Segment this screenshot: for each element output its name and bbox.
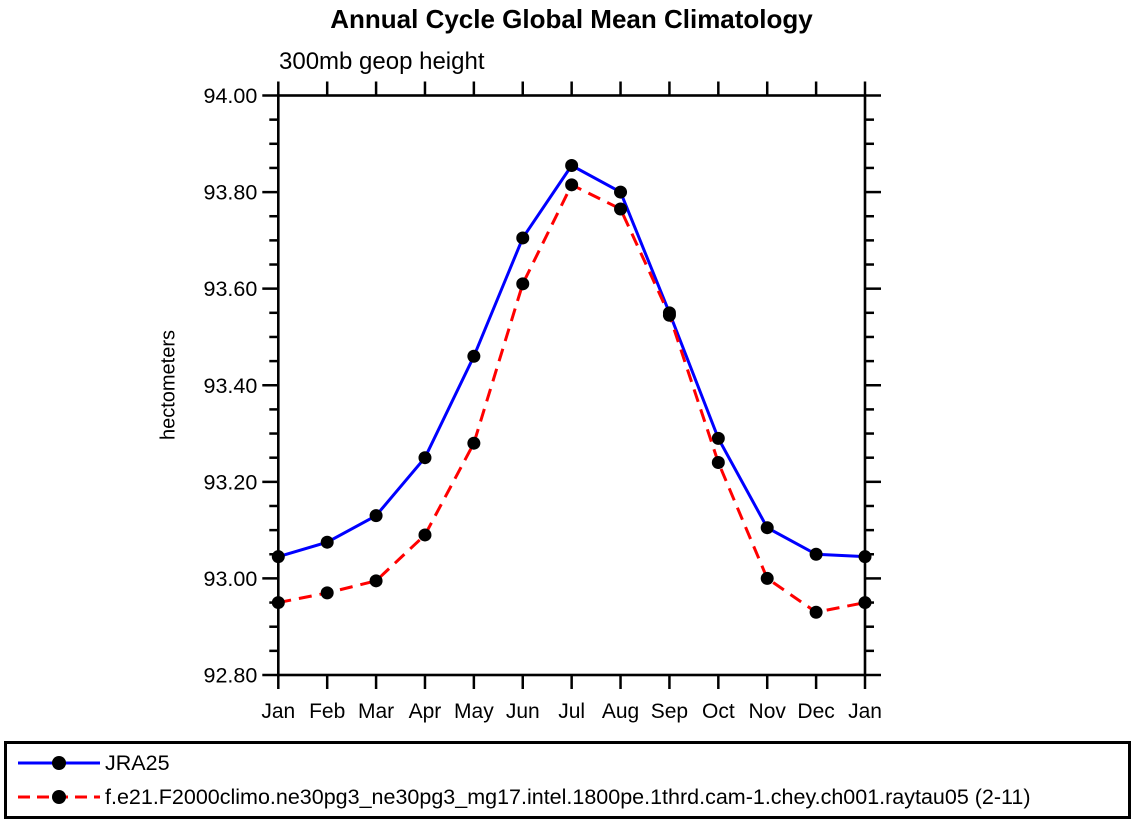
chart-title: Annual Cycle Global Mean Climatology — [330, 4, 813, 34]
model-line — [278, 182, 866, 614]
model-data-point — [760, 571, 774, 585]
y-tick-label: 92.80 — [203, 664, 257, 688]
jra25-data-point — [418, 451, 432, 465]
y-tick-label: 93.80 — [203, 181, 257, 205]
model-data-point — [809, 605, 823, 619]
y-tick-label: 94.00 — [203, 84, 257, 108]
chart-subtitle: 300mb geop height — [279, 48, 485, 75]
model-data-point — [369, 574, 383, 588]
jra25-data-point — [858, 550, 872, 564]
jra25-line — [277, 163, 866, 559]
month-label: Oct — [702, 700, 735, 723]
model-data-point — [662, 308, 676, 322]
month-label: Apr — [409, 700, 442, 723]
legend-item-model: f.e21.F2000climo.ne30pg3_ne30pg3_mg17.in… — [13, 780, 1128, 814]
model-data-point — [320, 586, 334, 600]
month-label: Feb — [309, 700, 345, 723]
legend-label-jra25: JRA25 — [105, 750, 170, 775]
month-label: Jan — [848, 700, 882, 723]
model-data-point — [467, 436, 481, 450]
legend: JRA25 f.e21.F2000climo.ne30pg3_ne30pg3_m… — [4, 741, 1131, 819]
y-tick-label: 93.00 — [203, 567, 257, 591]
jra25-line-sample-icon — [18, 756, 100, 770]
jra25-data-point — [369, 509, 383, 523]
jra25-data-point — [467, 349, 481, 363]
month-label: Jun — [506, 700, 540, 723]
model-data-point — [711, 456, 725, 470]
month-label: Dec — [797, 700, 834, 723]
jra25-marker-icon — [52, 756, 66, 770]
plot-area: 92.80 93.00 93.20 93.40 93.60 93.80 94.00 Jan Fe… — [203, 81, 882, 723]
jra25-data-point — [565, 159, 579, 173]
jra25-data-point — [760, 521, 774, 535]
jra25-data-point — [809, 547, 823, 561]
model-data-point — [516, 277, 530, 291]
jra25-data-point — [614, 185, 628, 199]
model-marker-icon — [52, 790, 66, 804]
month-label: Jan — [261, 700, 295, 723]
model-data-point — [858, 596, 872, 610]
month-label: Aug — [602, 700, 639, 723]
month-label: Nov — [749, 700, 787, 723]
model-line-sample-icon — [18, 790, 100, 804]
y-tick-label: 93.20 — [203, 470, 257, 494]
jra25-data-point — [271, 550, 285, 564]
legend-item-jra25: JRA25 — [13, 746, 1128, 780]
month-label: Sep — [651, 700, 688, 723]
model-data-point — [271, 596, 285, 610]
jra25-data-point — [711, 431, 725, 445]
jra25-data-point — [516, 231, 530, 245]
y-tick-label: 93.60 — [203, 277, 257, 301]
model-data-point — [565, 178, 579, 192]
month-label: Jul — [558, 700, 585, 723]
y-tick-label: 93.40 — [203, 374, 257, 398]
model-data-point — [614, 202, 628, 216]
month-label: Mar — [358, 700, 394, 723]
model-data-point — [418, 528, 432, 542]
legend-label-model: f.e21.F2000climo.ne30pg3_ne30pg3_mg17.in… — [105, 784, 1031, 809]
month-label: May — [454, 700, 494, 723]
jra25-data-point — [320, 535, 334, 549]
